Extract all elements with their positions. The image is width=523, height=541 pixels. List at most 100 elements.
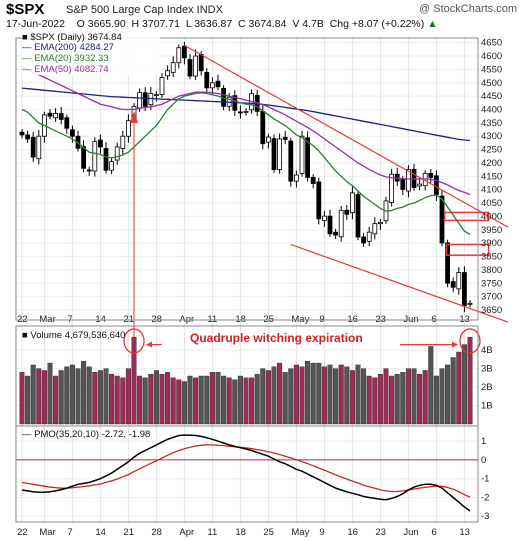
volume-bar (131, 337, 137, 425)
price-y-tick-label: 3950 (481, 225, 502, 236)
candle-body (181, 45, 187, 59)
candle-body (355, 194, 361, 238)
volume-value: V 4.7B (292, 18, 324, 30)
volume-bar (103, 368, 109, 425)
volume-bar (439, 368, 445, 425)
candle-body (70, 129, 75, 137)
volume-bar (377, 373, 383, 425)
x-tick-label-bottom: May (291, 527, 309, 538)
legend-ema200: — EMA(200) 4284.27 (22, 42, 114, 53)
volume-bar (75, 368, 81, 425)
volume-bar (215, 372, 221, 425)
volume-bar (450, 357, 456, 425)
candle-body (58, 113, 64, 120)
low-value: L 3636.87 (185, 18, 233, 30)
volume-label: ■ Volume 4,679,536,640 (22, 330, 125, 341)
x-tick-label-bottom: 6 (431, 527, 436, 538)
pmo-label: — PMO(35,20,10) -2.72, -1.98 (22, 429, 150, 440)
candle-body (86, 169, 92, 172)
volume-bar (305, 361, 311, 425)
volume-bar (69, 364, 75, 425)
candle-body (126, 120, 131, 137)
candle-body (120, 135, 126, 149)
candle-body (198, 54, 204, 72)
x-tick-label-bottom: 16 (347, 527, 358, 538)
candle-body (310, 176, 316, 184)
pmo-panel (21, 434, 471, 512)
candle-body (305, 137, 311, 178)
candle-body (349, 192, 355, 214)
close-value: C 3674.84 (238, 18, 287, 30)
axis-labels: 2222MarMar77141421212828AprApr1111181825… (17, 38, 502, 538)
price-y-tick-label: 4250 (481, 145, 502, 156)
price-y-tick-label: 4450 (481, 91, 502, 102)
price-y-tick-label: 4150 (481, 171, 502, 182)
candle-body (316, 181, 322, 220)
volume-bar (92, 372, 98, 425)
price-y-tick-label: 3900 (481, 238, 502, 249)
chart-header: $SPX S&P 500 Large Cap Index INDX @ Stoc… (0, 0, 523, 38)
candle-body (187, 59, 193, 77)
volume-bar (86, 366, 92, 425)
open-value: O 3665.90 (76, 18, 126, 30)
x-tick-label-bottom: 22 (17, 527, 28, 538)
ema50-line (21, 66, 471, 196)
security-description: S&P 500 Large Cap Index INDX (66, 4, 223, 16)
candle-body (288, 140, 294, 182)
price-y-tick-label: 3650 (481, 305, 502, 316)
volume-bar (321, 366, 327, 425)
candle-body (53, 113, 58, 119)
legend-ema50: — EMA(50) 4082.74 (22, 64, 109, 75)
x-tick-label-bottom: 11 (207, 527, 217, 538)
volume-bar (405, 368, 411, 425)
candle-body (92, 141, 98, 172)
volume-bar (187, 375, 193, 425)
price-y-tick-label: 3750 (481, 278, 502, 289)
volume-bar (277, 362, 283, 425)
candle-body (193, 55, 199, 77)
arrow-right-icon (452, 341, 458, 348)
volume-bar (209, 372, 215, 425)
volume-bar (53, 375, 59, 425)
x-tick-label-bottom: 28 (151, 527, 162, 538)
volume-bar (243, 377, 249, 425)
candle-body (338, 209, 344, 238)
price-y-tick-label: 4500 (481, 78, 502, 89)
candle-body (467, 302, 473, 305)
volume-bar (467, 337, 473, 425)
date-value: 17-Jun-2022 (6, 18, 65, 30)
candle-body (19, 131, 25, 136)
candle-body (25, 134, 31, 140)
volume-bar (316, 362, 322, 425)
candle-body (103, 148, 109, 171)
x-tick-label-bottom: 9 (319, 527, 324, 538)
volume-bar (445, 364, 451, 425)
volume-bar (333, 368, 339, 425)
candle-body (109, 161, 114, 171)
gap-box-lower (445, 243, 490, 256)
volume-bar (204, 375, 210, 425)
volume-bar (260, 368, 266, 425)
price-y-tick-label: 4200 (481, 158, 502, 169)
volume-bar (237, 375, 243, 425)
pmo-y-tick-label: -2 (481, 492, 489, 503)
volume-bar (41, 370, 47, 425)
candle-body (405, 168, 411, 192)
volume-bar (170, 377, 176, 425)
volume-bar (361, 368, 367, 425)
volume-bar (120, 377, 126, 425)
candle-body (153, 94, 159, 96)
candle-body (165, 70, 171, 77)
price-y-tick-label: 4600 (481, 51, 502, 62)
ohlc-stats: 17-Jun-2022 O 3665.90 H 3707.71 L 3636.8… (6, 18, 438, 30)
pmo-y-tick-label: 0 (481, 455, 486, 466)
candle-body (64, 117, 70, 129)
volume-bar (25, 375, 31, 425)
volume-bar (271, 366, 277, 425)
volume-bar (366, 375, 372, 425)
legend-price: ■ $SPX (Daily) 3674.84 (22, 32, 122, 43)
volume-bar (349, 370, 355, 425)
volume-bar (383, 368, 389, 425)
candle-body (114, 146, 120, 161)
